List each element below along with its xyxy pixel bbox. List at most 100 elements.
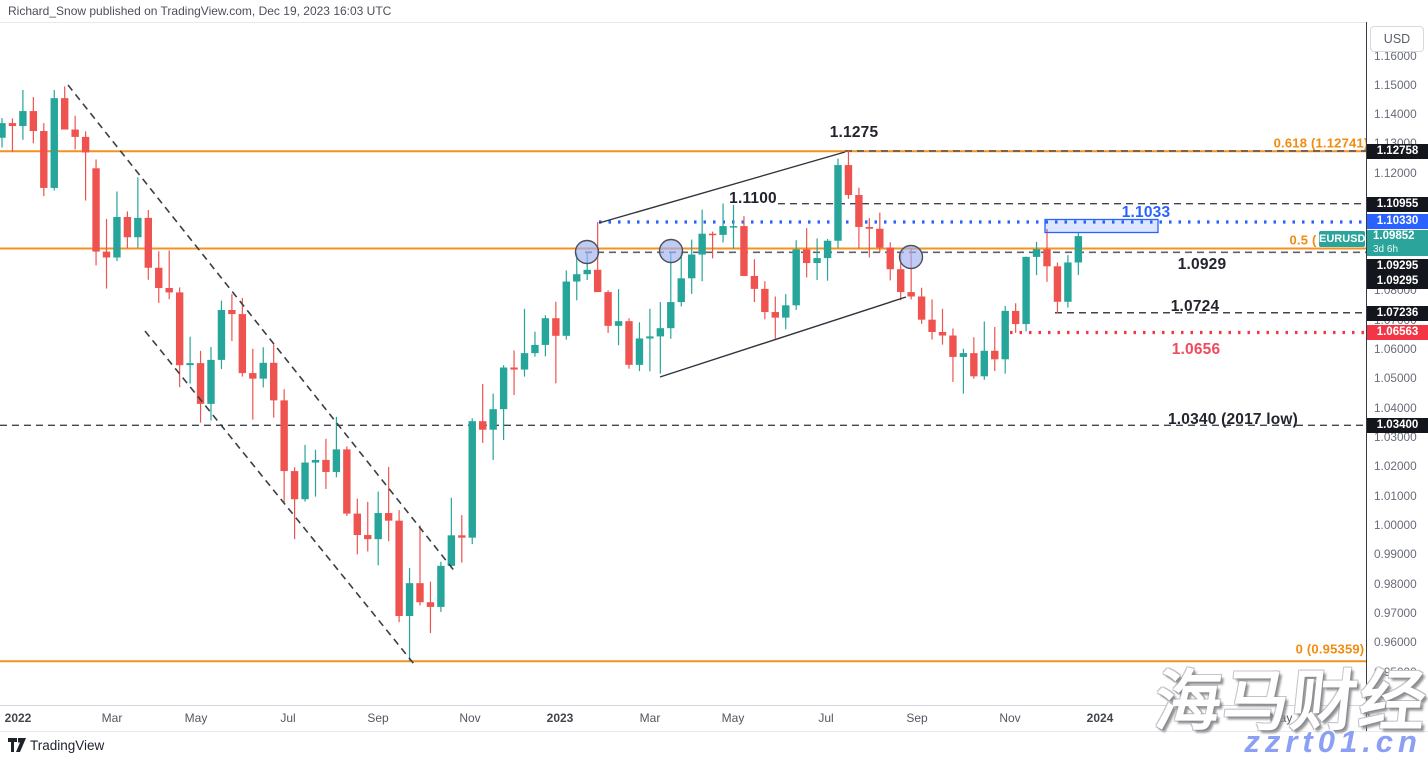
x-axis-tick: Mar — [101, 711, 123, 725]
price-level-label: 1.03400 — [1376, 418, 1419, 431]
candle-body — [155, 267, 163, 288]
candle-body — [876, 228, 884, 248]
candle-body — [792, 249, 800, 306]
y-axis-tick: 1.12000 — [1374, 166, 1417, 180]
touch-circle-marker — [658, 238, 684, 264]
candle-body — [938, 332, 947, 336]
bear-flag-upper — [598, 151, 846, 224]
down-channel-upper — [67, 84, 457, 574]
candle-body — [907, 292, 915, 297]
y-axis-tick: 1.06000 — [1374, 342, 1417, 356]
candle-body — [855, 194, 863, 227]
y-axis-tick: 1.03000 — [1374, 430, 1417, 444]
x-axis-tick: 2023 — [546, 711, 574, 725]
x-axis-tick: Sep — [367, 711, 389, 725]
candle-body — [447, 535, 456, 566]
x-axis-tick: May — [721, 711, 745, 725]
candle-body — [688, 254, 696, 279]
candle-body — [980, 350, 988, 377]
candle-body — [667, 302, 675, 329]
candle-body — [771, 312, 779, 318]
candle-body — [708, 233, 717, 236]
candle-body — [531, 344, 539, 354]
candle-body — [698, 233, 706, 255]
candle-body — [917, 296, 926, 320]
candle-body — [729, 226, 738, 228]
candle-body — [1074, 236, 1083, 263]
candle-body — [71, 129, 79, 137]
y-axis-tick: 1.00000 — [1374, 518, 1417, 532]
candle-body — [479, 421, 487, 430]
x-axis-tick: 2022 — [4, 711, 32, 725]
candle-body — [395, 520, 403, 617]
candle-body — [562, 281, 570, 336]
down-channel-lower — [144, 330, 415, 665]
candle-body — [374, 513, 382, 540]
time-axis[interactable]: 2022 Mar May Jul Sep Nov 2023 Mar May Jul Sep Nov 20… — [0, 706, 1380, 731]
candle-body — [761, 288, 769, 313]
price-level-label: 1.09295 — [1376, 274, 1419, 287]
y-axis-tick: 1.04000 — [1374, 401, 1417, 415]
tradingview-brand-link[interactable]: TradingView — [30, 738, 105, 753]
y-axis-tick: 0.98000 — [1374, 577, 1417, 591]
candle-body — [364, 535, 372, 540]
candle-body — [541, 318, 550, 345]
axis-price-label: 1.09852 3d 6h — [1367, 230, 1428, 256]
candle-body — [844, 165, 853, 195]
candle-body — [928, 319, 936, 333]
footer: TradingView — [0, 732, 1428, 760]
x-axis-tick: Nov — [999, 711, 1021, 725]
watermark-url: zzrt01.cn — [1244, 724, 1422, 759]
candle-body — [782, 305, 790, 318]
candle-body — [238, 314, 247, 374]
header-divider — [0, 22, 1428, 23]
candle-body — [416, 583, 424, 603]
x-axis-tick: Sep — [906, 711, 928, 725]
y-axis-tick: 0.95000 — [1374, 665, 1417, 679]
candle-body — [949, 335, 957, 357]
candle-body — [593, 269, 602, 293]
x-axis-tick: May — [1269, 711, 1293, 725]
current-price-label: 1.09852 — [1373, 230, 1415, 242]
axis-price-label: 1.10955 — [1367, 196, 1428, 212]
candle-body — [81, 136, 90, 153]
candle-body — [604, 292, 612, 326]
candle-body — [144, 217, 152, 268]
candle-body — [552, 318, 560, 336]
candle-body — [8, 123, 17, 127]
y-axis-tick: 0.99000 — [1374, 547, 1417, 561]
price-level-label: 1.10330 — [1376, 214, 1419, 227]
axis-price-label: 1.03400 — [1367, 417, 1428, 433]
price-level-label: 1.09295 — [1376, 259, 1419, 272]
x-axis-tick: Nov — [459, 711, 481, 725]
y-axis-tick: 1.15000 — [1374, 78, 1417, 92]
candle-body — [656, 328, 665, 337]
candle-body — [573, 274, 581, 282]
symbol-label: EURUSD — [1319, 231, 1366, 247]
candle-body — [865, 226, 874, 229]
candle-body — [29, 111, 38, 132]
tradingview-logo-icon[interactable] — [8, 738, 26, 757]
candle-body — [113, 216, 121, 258]
price-level-label: 1.12758 — [1376, 144, 1419, 157]
candle-body — [750, 275, 759, 289]
candle-body — [353, 513, 361, 536]
candle-body — [1011, 310, 1020, 325]
x-axis-tick: Jul — [280, 711, 296, 725]
price-axis[interactable]: 1.160001.150001.140001.130001.120001.080… — [1367, 22, 1428, 731]
candle-body — [19, 111, 27, 127]
candle-body — [635, 338, 644, 365]
chart-canvas[interactable] — [0, 0, 1366, 731]
candle-body — [583, 269, 591, 275]
y-axis-tick: 0.97000 — [1374, 606, 1417, 620]
candle-body — [311, 459, 320, 463]
candle-body — [290, 471, 299, 500]
candle-body — [332, 449, 341, 472]
currency-toggle-button[interactable]: USD — [1370, 26, 1424, 52]
candle-body — [834, 165, 842, 241]
y-axis-tick: 1.01000 — [1374, 489, 1417, 503]
candle-body — [802, 249, 811, 264]
price-level-label: 1.06563 — [1376, 325, 1419, 338]
candle-body — [468, 421, 476, 538]
candle-body — [249, 373, 257, 379]
